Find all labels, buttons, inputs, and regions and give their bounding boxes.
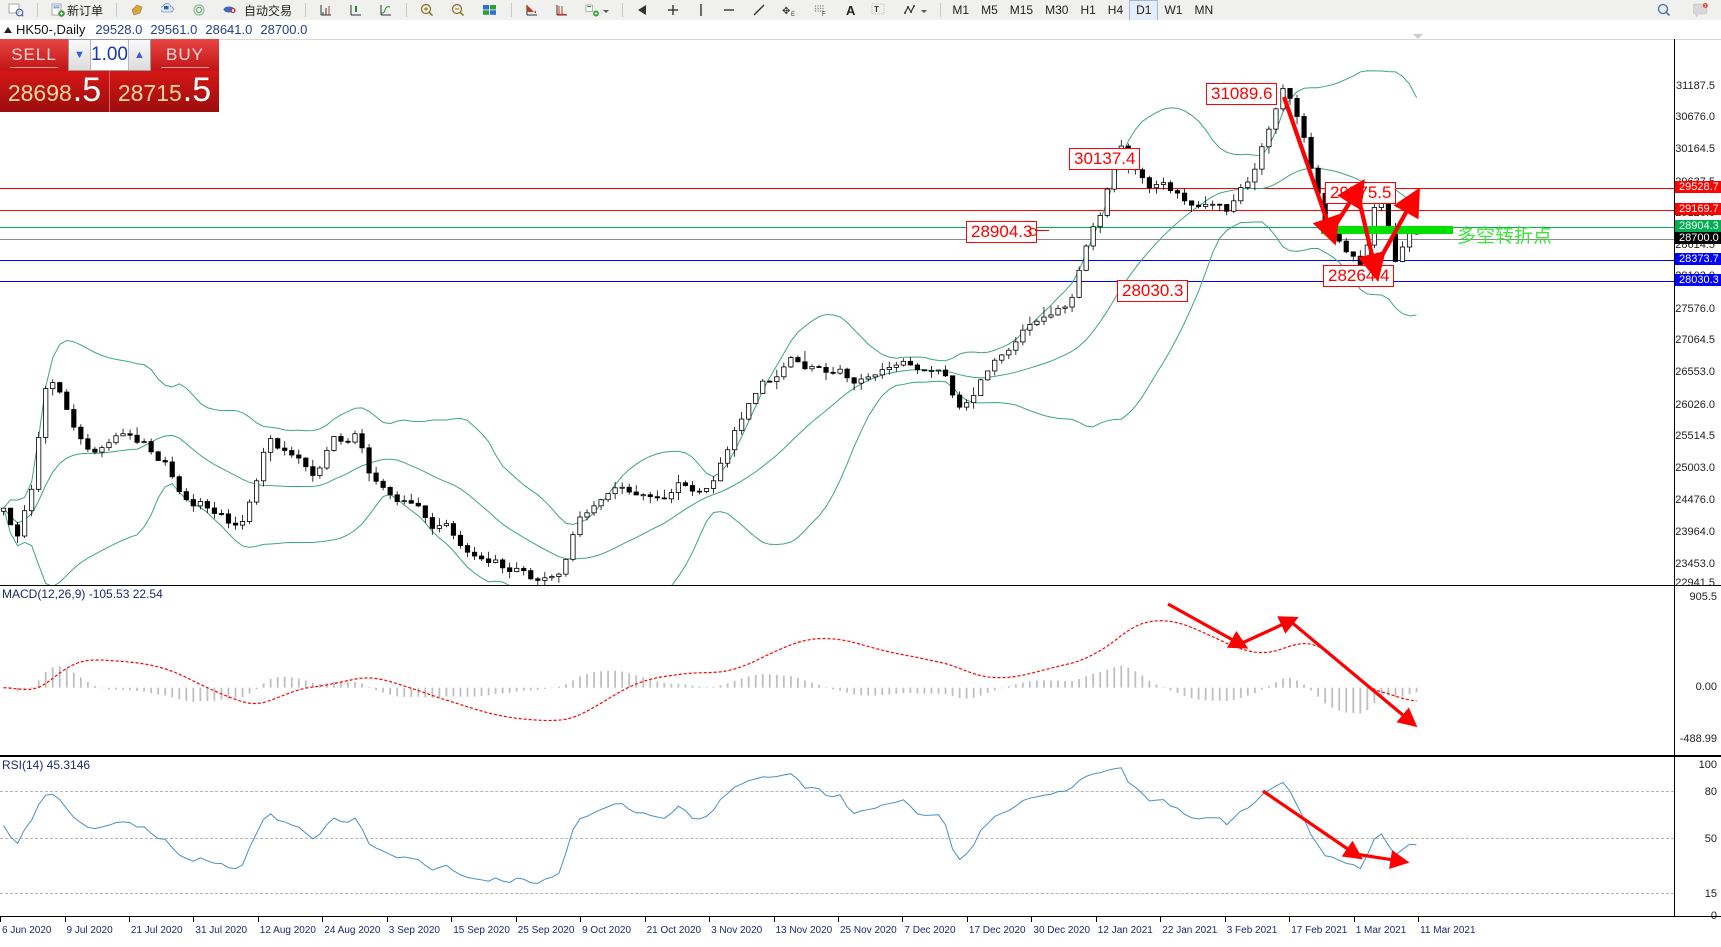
svg-text:✥: ✥	[782, 6, 790, 17]
svg-text:T: T	[874, 5, 879, 14]
svg-text:E: E	[791, 12, 795, 17]
svg-text:F: F	[822, 12, 826, 17]
svg-text:1: 1	[1704, 4, 1706, 8]
